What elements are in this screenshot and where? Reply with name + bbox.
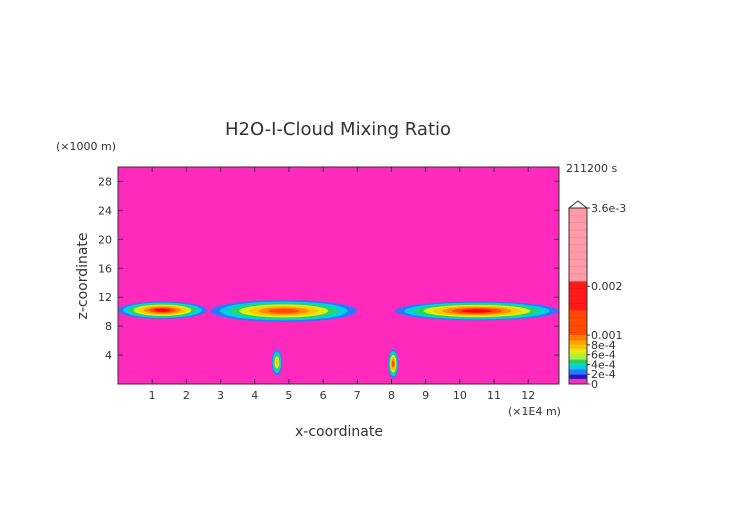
colorbar-band <box>569 310 587 336</box>
colorbar-band <box>569 281 587 311</box>
y-tick-label: 4 <box>105 349 112 362</box>
x-tick-label: 12 <box>521 389 535 402</box>
x-ticks: 1 2 3 4 5 6 7 8 9 10 11 12 <box>149 167 535 402</box>
colorbar-band <box>569 359 587 365</box>
x-unit-label: (×1E4 m) <box>508 405 561 418</box>
cloud-layer-2-contour <box>461 309 493 313</box>
x-axis-label: x-coordinate <box>295 424 383 440</box>
y-axis-label: z-coordinate <box>75 232 91 319</box>
y-tick-label: 24 <box>98 204 112 217</box>
y-unit-label: (×1000 m) <box>56 140 116 153</box>
y-tick-label: 8 <box>105 320 112 333</box>
x-tick-label: 1 <box>149 389 156 402</box>
colorbar-band <box>569 208 587 282</box>
colorbar-label: 0.001 <box>591 329 623 342</box>
colorbar-band <box>569 364 587 370</box>
x-tick-label: 8 <box>388 389 395 402</box>
plot-frame <box>117 166 560 385</box>
colorbar-label: 2e-4 <box>591 368 616 381</box>
colorbar-band <box>569 344 587 350</box>
colorbar-band <box>569 379 587 384</box>
cloud-column-3-contour <box>275 358 279 367</box>
colorbar-label: 3.6e-3 <box>591 202 626 215</box>
colorbar-band <box>569 354 587 360</box>
y-tick-label: 12 <box>98 291 112 304</box>
colorbar-label: 4e-4 <box>591 358 616 371</box>
cloud-column-4-contour <box>391 360 395 367</box>
colorbar-label: 8e-4 <box>591 339 616 352</box>
chart-title: H2O-I-Cloud Mixing Ratio <box>225 119 451 140</box>
colorbar-label: 6e-4 <box>591 349 616 362</box>
colorbar-band <box>569 335 587 340</box>
colorbar-label: 0.002 <box>591 280 623 293</box>
plot-background <box>118 167 559 384</box>
y-tick-label: 28 <box>98 175 112 188</box>
x-tick-label: 7 <box>354 389 361 402</box>
y-tick-label: 20 <box>98 233 112 246</box>
colorbar-band <box>569 349 587 355</box>
cloud-layer-0-contour <box>154 308 171 312</box>
colorbar-arrow <box>567 200 589 209</box>
x-tick-label: 6 <box>320 389 327 402</box>
colorbar-band <box>569 374 587 380</box>
x-tick-label: 9 <box>422 389 429 402</box>
cloud-features <box>118 300 559 379</box>
y-ticks: 4 8 12 16 20 24 28 <box>98 175 559 362</box>
x-tick-label: 2 <box>183 389 190 402</box>
x-tick-label: 11 <box>487 389 501 402</box>
time-label: 211200 s <box>566 162 617 175</box>
colorbar-band <box>569 369 587 375</box>
cloud-layer-1-contour <box>268 308 300 314</box>
colorbar-band <box>569 340 587 345</box>
x-tick-label: 4 <box>251 389 258 402</box>
x-tick-label: 5 <box>285 389 292 402</box>
colorbar-label: 0 <box>591 378 598 391</box>
x-tick-label: 10 <box>453 389 467 402</box>
x-tick-label: 3 <box>217 389 224 402</box>
y-tick-label: 16 <box>98 262 112 275</box>
